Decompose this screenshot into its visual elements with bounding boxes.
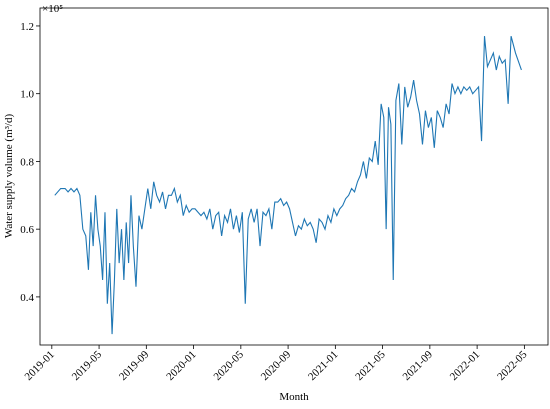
x-tick-label: 2020-05 [212,348,247,383]
x-tick-label: 2021-01 [306,349,340,383]
x-tick-label: 2021-05 [353,348,388,383]
x-tick-label: 2022-05 [495,348,530,383]
x-tick-label: 2020-09 [259,348,294,383]
x-tick-label: 2019-05 [70,348,105,383]
x-tick-label: 2022-01 [448,349,482,383]
x-tick-label: 2020-01 [164,349,198,383]
y-tick-label: 1.0 [20,89,34,101]
plot-frame [39,7,549,346]
y-tick-label: 0.4 [20,292,34,304]
y-tick-label: 1.2 [20,21,34,33]
offset-text: ×10⁵ [42,3,63,15]
x-tick-label: 2019-09 [117,348,152,383]
data-line [54,35,522,335]
x-tick-label: 2021-09 [401,348,436,383]
y-tick-label: 0.6 [20,224,34,236]
x-tick-label: 2019-01 [23,349,57,383]
y-tick-label: 0.8 [20,156,34,168]
y-axis-label: Water supply volume (m³/d) [3,114,15,239]
x-axis-label: Month [279,391,309,403]
